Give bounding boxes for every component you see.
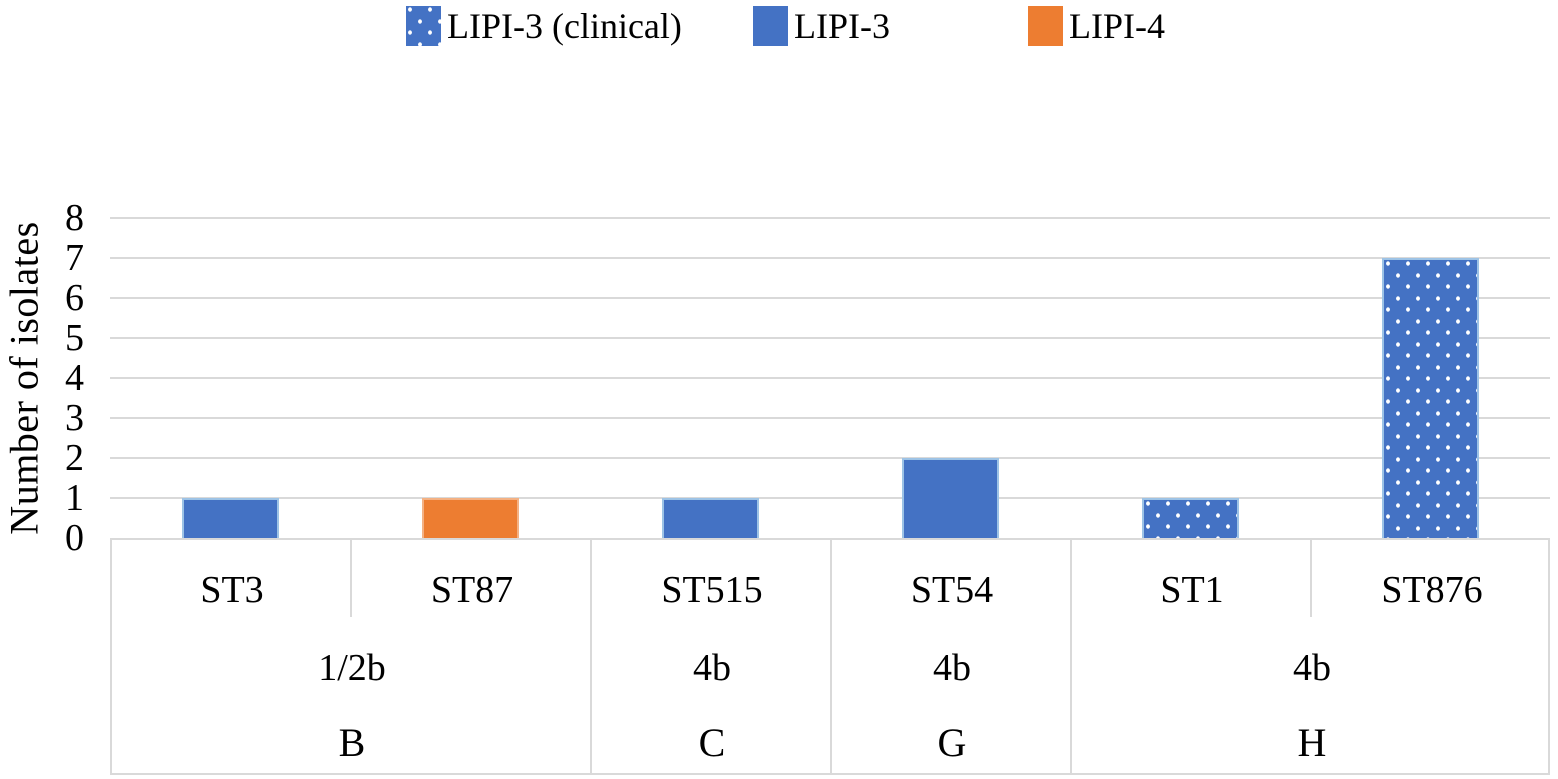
legend-item-lipi3-clinical: LIPI-3 (clinical) [406, 4, 682, 48]
y-tick-label-4: 4 [65, 357, 84, 399]
legend-swatch-lipi3 [753, 6, 788, 46]
table-divider-full [590, 540, 592, 773]
bar-st515-lipi3 [661, 498, 759, 538]
serotype-label-b: 1/2b [318, 647, 386, 689]
category-label-st876: ST876 [1381, 569, 1483, 611]
gridline-y5 [110, 337, 1550, 339]
category-label-st3: ST3 [200, 569, 264, 611]
y-tick-label-1: 1 [65, 477, 84, 519]
y-tick-label-5: 5 [65, 317, 84, 359]
serotype-label-g: 4b [933, 647, 971, 689]
category-label-st515: ST515 [661, 569, 763, 611]
table-divider-short [350, 540, 352, 617]
y-tick-label-3: 3 [65, 397, 84, 439]
y-tick-label-0: 0 [65, 517, 84, 559]
gridline-y3 [110, 417, 1550, 419]
bar-st876-lipi3-clinical [1381, 258, 1479, 538]
legend-label-lipi3: LIPI-3 [794, 6, 890, 46]
bar-st1-lipi3-clinical [1141, 498, 1239, 538]
serotype-label-h: 4b [1293, 647, 1331, 689]
lineage-label-b: B [338, 720, 366, 765]
gridline-y2 [110, 457, 1550, 459]
legend-item-lipi3: LIPI-3 [753, 4, 890, 48]
legend-label-lipi3-clinical: LIPI-3 (clinical) [447, 6, 682, 46]
y-tick-label-2: 2 [65, 437, 84, 479]
legend-item-lipi4: LIPI-4 [1028, 4, 1165, 48]
legend-label-lipi4: LIPI-4 [1069, 6, 1165, 46]
gridline-y1 [110, 497, 1550, 499]
legend-swatch-lipi4 [1028, 6, 1063, 46]
serotype-label-c: 4b [693, 647, 731, 689]
y-tick-label-6: 6 [65, 277, 84, 319]
bar-st54-lipi3 [901, 458, 999, 538]
category-axis-table: ST3 ST87 ST515 ST54 ST1 ST876 1/2b 4b 4b 4b B C G H [110, 538, 1550, 775]
lineage-label-g: G [937, 720, 967, 765]
gridline-y4 [110, 377, 1550, 379]
category-label-st54: ST54 [910, 569, 994, 611]
table-divider-short [1310, 540, 1312, 617]
lineage-label-h: H [1297, 720, 1327, 765]
category-label-st1: ST1 [1160, 569, 1224, 611]
gridline-y6 [110, 297, 1550, 299]
table-divider-full [1070, 540, 1072, 773]
y-tick-label-7: 7 [65, 237, 84, 279]
category-label-st87: ST87 [430, 569, 514, 611]
bar-st3-lipi3 [181, 498, 279, 538]
gridline-y7 [110, 257, 1550, 259]
y-tick-label-8: 8 [65, 197, 84, 239]
lineage-label-c: C [698, 720, 726, 765]
table-divider-full [830, 540, 832, 773]
bar-st87-lipi4 [421, 498, 519, 538]
legend-swatch-lipi3-clinical [406, 6, 441, 46]
gridline-y8 [110, 217, 1550, 219]
